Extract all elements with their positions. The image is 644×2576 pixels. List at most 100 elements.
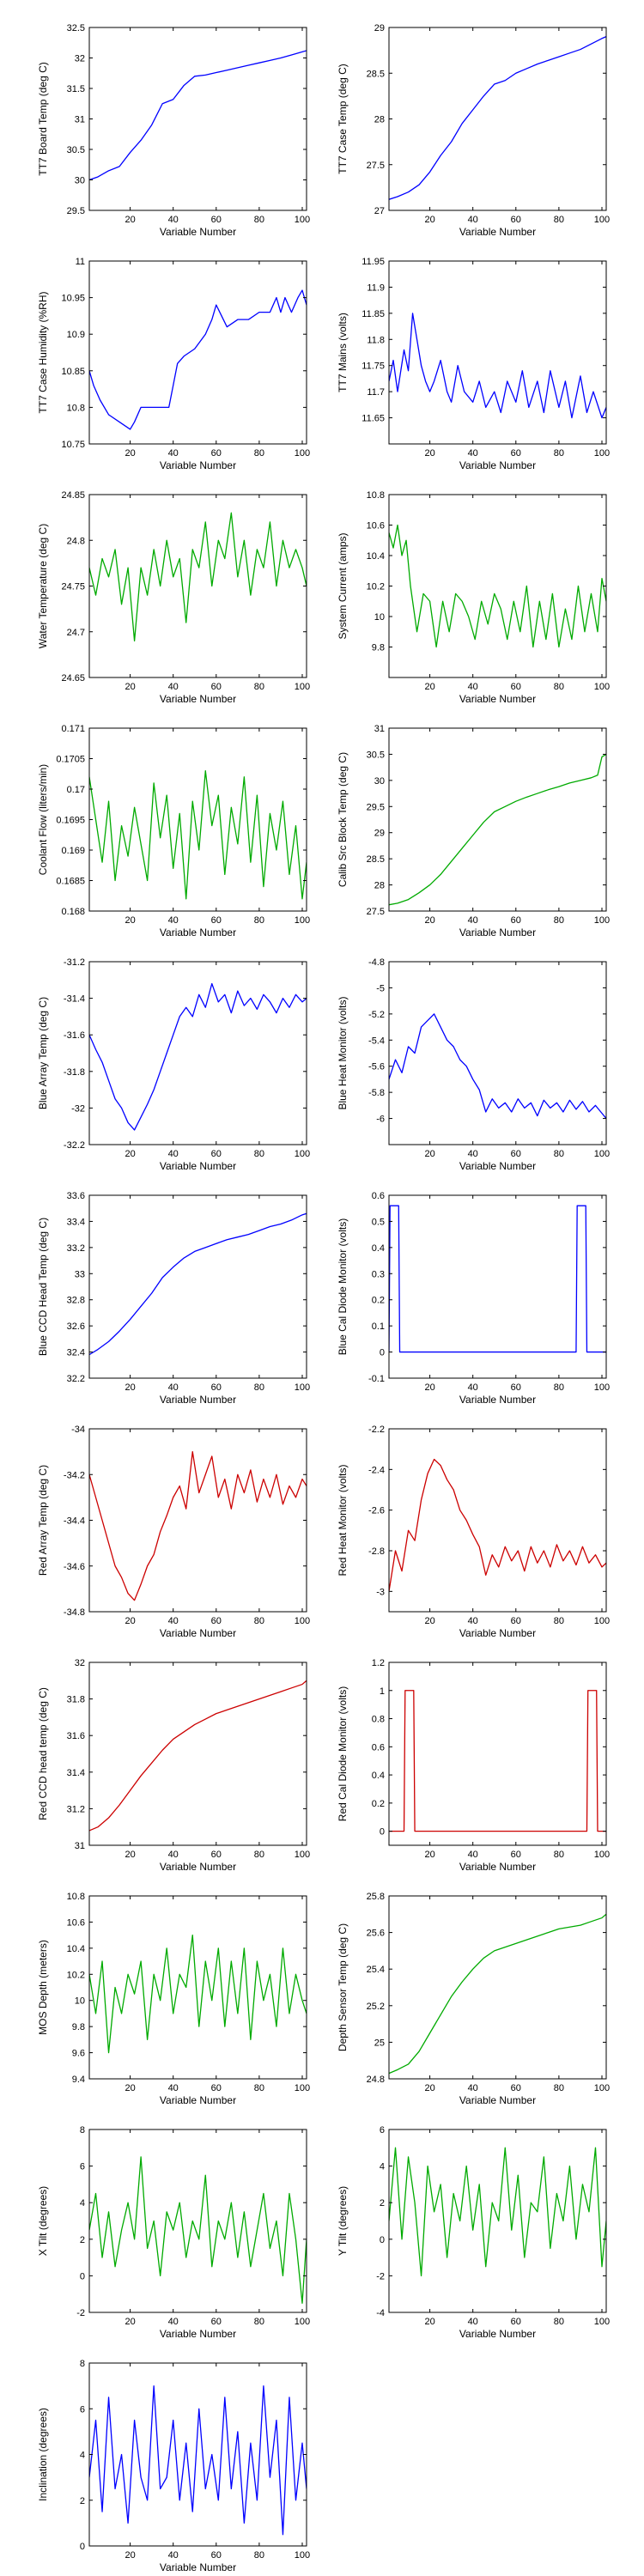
x-tick-label: 40 — [168, 1850, 179, 1860]
chart-panel-2: 20 40 60 80 100 27 27.5 28 28.5 29 Variable Number… — [337, 23, 610, 238]
x-axis-label: Variable Number — [459, 2094, 536, 2106]
y-tick-label: -31.6 — [64, 1030, 85, 1041]
y-tick-label: 10.2 — [367, 582, 385, 592]
x-tick-label: 40 — [168, 2317, 179, 2327]
y-tick-label: -5.8 — [368, 1088, 385, 1098]
plot-frame — [88, 1662, 307, 1846]
y-tick-label: 25 — [374, 2038, 385, 2048]
y-tick-label: 11.8 — [367, 335, 385, 345]
series-line — [89, 1212, 307, 1356]
x-tick-label: 100 — [594, 1616, 610, 1626]
y-tick-label: 11.7 — [367, 387, 385, 398]
x-axis-label: Variable Number — [160, 1627, 236, 1639]
series-line — [89, 770, 307, 900]
x-tick-label: 100 — [295, 2083, 310, 2093]
x-axis-label: Variable Number — [160, 693, 236, 705]
y-tick-label: 10.6 — [67, 1917, 85, 1928]
y-tick-label: -4 — [376, 2308, 385, 2318]
y-tick-label: 25.2 — [367, 2002, 385, 2012]
x-tick-label: 40 — [468, 682, 478, 692]
series-line — [89, 1680, 307, 1832]
chart-panel-15: 20 40 60 80 100 31 31.2 31.4 31.6 31.8 32 Variable … — [37, 1658, 310, 1873]
x-tick-label: 60 — [511, 2317, 521, 2327]
x-axis-label: Variable Number — [459, 1861, 536, 1873]
y-axis-label: Red CCD head temp (deg C) — [37, 1687, 49, 1820]
y-tick-label: -2 — [376, 2271, 385, 2281]
x-axis-label: Variable Number — [459, 1627, 536, 1639]
y-tick-label: 11.95 — [361, 257, 385, 267]
y-tick-label: 33.2 — [67, 1243, 85, 1254]
x-tick-label: 80 — [554, 448, 564, 459]
y-axis-label: TT7 Case Temp (deg C) — [337, 64, 349, 174]
y-tick-label: 10.2 — [67, 1970, 85, 1980]
y-tick-label: 32.8 — [67, 1296, 85, 1306]
y-axis-label: TT7 Mains (volts) — [337, 313, 349, 392]
y-tick-label: -34.2 — [64, 1470, 85, 1480]
y-tick-label: 32.5 — [67, 23, 85, 33]
series-line — [89, 50, 307, 181]
y-tick-label: 27.5 — [367, 907, 385, 917]
plot-frame — [388, 1194, 607, 1379]
series-line — [389, 2147, 606, 2277]
x-tick-label: 80 — [254, 448, 264, 459]
x-tick-label: 60 — [211, 2083, 222, 2093]
x-axis-label: Variable Number — [459, 459, 536, 471]
x-tick-label: 40 — [168, 1382, 179, 1393]
x-tick-label: 40 — [168, 1149, 179, 1159]
x-tick-label: 80 — [554, 2083, 564, 2093]
y-tick-label: -34.4 — [64, 1516, 85, 1527]
y-tick-label: 31.4 — [67, 1768, 85, 1778]
x-tick-label: 20 — [424, 448, 434, 459]
plot-frame — [388, 727, 607, 912]
y-tick-label: -34.8 — [64, 1607, 85, 1618]
y-tick-label: 10 — [374, 612, 385, 623]
y-tick-label: 29.5 — [367, 802, 385, 812]
x-tick-label: 80 — [554, 1382, 564, 1393]
y-tick-label: 30.5 — [367, 750, 385, 760]
x-tick-label: 60 — [511, 1616, 521, 1626]
y-tick-label: -6 — [376, 1115, 385, 1125]
x-tick-label: 20 — [424, 915, 434, 926]
y-tick-label: 0.8 — [372, 1715, 385, 1725]
y-axis-label: Blue Array Temp (deg C) — [37, 997, 49, 1109]
series-line — [89, 1934, 307, 2054]
y-tick-label: 0.4 — [372, 1771, 385, 1781]
x-tick-label: 40 — [168, 915, 179, 926]
plot-frame — [388, 1662, 607, 1846]
y-tick-label: 31.5 — [67, 84, 85, 94]
y-tick-label: 10.9 — [67, 330, 85, 340]
x-tick-label: 40 — [468, 1616, 478, 1626]
y-tick-label: 2 — [80, 2235, 85, 2245]
plot-frame — [88, 494, 307, 678]
y-tick-label: 0 — [80, 2271, 85, 2281]
x-tick-label: 100 — [295, 2317, 310, 2327]
x-tick-label: 40 — [168, 2550, 179, 2561]
y-tick-label: 28.5 — [367, 854, 385, 865]
series-line — [89, 289, 307, 430]
x-tick-label: 80 — [254, 215, 264, 225]
x-tick-label: 60 — [511, 915, 521, 926]
y-axis-label: Depth Sensor Temp (deg C) — [337, 1923, 349, 2051]
x-tick-label: 20 — [125, 448, 135, 459]
y-tick-label: 0.2 — [372, 1296, 385, 1306]
y-tick-label: 1 — [380, 1686, 385, 1697]
y-tick-label: 0.1695 — [56, 816, 85, 826]
plot-frame — [388, 1895, 607, 2080]
x-axis-label: Variable Number — [160, 2094, 236, 2106]
x-tick-label: 20 — [424, 1616, 434, 1626]
x-tick-label: 100 — [594, 682, 610, 692]
y-tick-label: 0.3 — [372, 1269, 385, 1279]
y-tick-label: 29.5 — [67, 206, 85, 216]
x-tick-label: 100 — [295, 915, 310, 926]
plot-frame — [88, 727, 307, 912]
x-tick-label: 20 — [424, 2317, 434, 2327]
chart-panel-6: 20 40 60 80 100 9.8 10 10.2 10.4 10.6 10.8 Variable… — [337, 490, 610, 705]
x-tick-label: 60 — [211, 2317, 222, 2327]
x-tick-label: 80 — [554, 2317, 564, 2327]
plot-frame — [388, 961, 607, 1145]
x-tick-label: 20 — [125, 2317, 135, 2327]
y-tick-label: 4 — [380, 2162, 385, 2172]
plot-frame — [388, 1428, 607, 1613]
y-axis-label: Red Array Temp (deg C) — [37, 1465, 49, 1576]
y-tick-label: 9.8 — [372, 643, 385, 653]
